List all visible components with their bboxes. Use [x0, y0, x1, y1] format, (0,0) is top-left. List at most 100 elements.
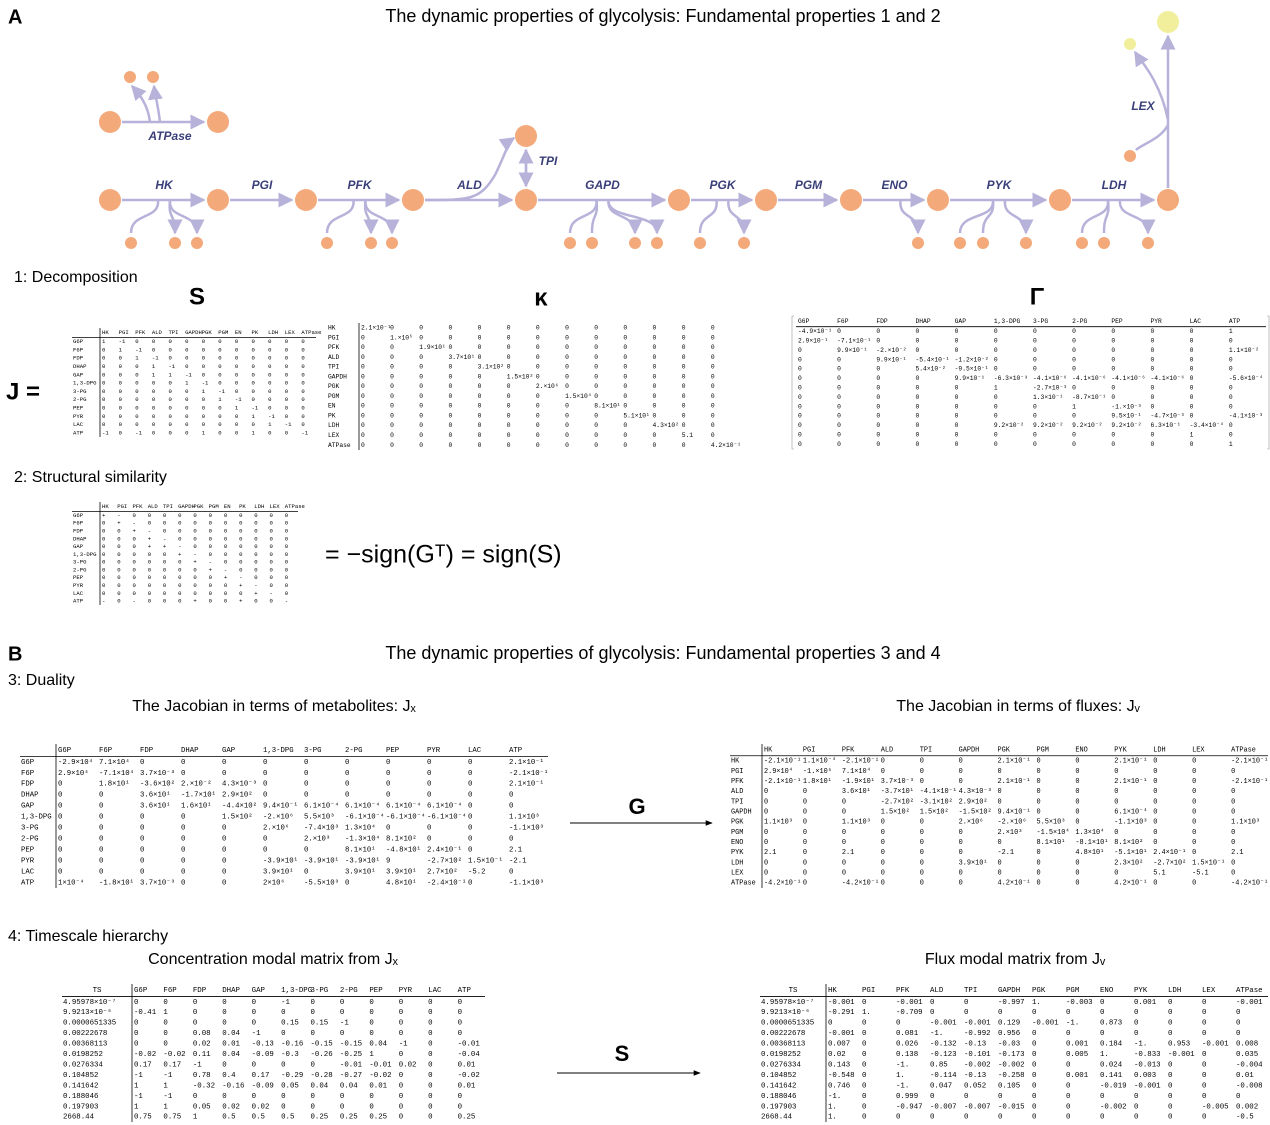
matrix-cell: 4.2×10⁻¹: [998, 880, 1031, 888]
matrix-cell: -: [209, 559, 212, 566]
matrix-cell: 1.5×10⁻¹: [468, 857, 503, 866]
matrix-cell: 0: [1100, 1030, 1104, 1038]
matrix-cell: -0.001: [930, 1020, 957, 1028]
enzyme-label: ALD: [456, 178, 482, 192]
matrix-cell: 0: [1066, 1009, 1070, 1017]
matrix-cell: -1: [252, 1030, 261, 1038]
matrix-cell: 0: [134, 999, 138, 1007]
matrix-cell: 2.7×10²: [427, 867, 458, 876]
enzyme-label: TPI: [539, 154, 558, 168]
column-header: DHAP: [181, 747, 199, 755]
matrix-cell: 0: [102, 404, 106, 411]
matrix-cell: 0: [711, 393, 715, 400]
matrix-cell: 0.75: [134, 1114, 152, 1122]
matrix-cell: 0: [152, 388, 156, 395]
matrix-cell: 0: [222, 879, 226, 887]
matrix-cell: 0: [345, 792, 349, 800]
matrix-cell: 0: [916, 441, 920, 448]
matrix-cell: 1: [185, 380, 189, 387]
matrix-cell: 0: [881, 859, 885, 867]
matrix-cell: 0: [178, 582, 182, 589]
matrix-cell: 0: [959, 870, 963, 878]
matrix-cell: 0.141: [1100, 1072, 1123, 1080]
matrix-cell: 0: [1111, 394, 1115, 401]
matrix-cell: 0: [252, 1093, 256, 1101]
matrix-cell: 1.: [1032, 999, 1041, 1007]
matrix-cell: -4.9×10⁻¹: [798, 328, 832, 335]
matrix-cell: 0: [448, 344, 452, 351]
matrix-cell: 0: [218, 363, 222, 370]
matrix-cell: 0: [132, 543, 136, 550]
matrix-cell: 8.1×10²: [386, 835, 417, 844]
matrix-cell: 0: [1111, 337, 1115, 344]
row-label: 2-PG: [21, 836, 39, 844]
matrix-cell: 0.746: [828, 1082, 850, 1090]
matrix-cell: 1: [163, 1082, 168, 1090]
matrix-cell: 0.035: [1236, 1051, 1258, 1059]
column-header: LEX: [270, 503, 281, 510]
matrix-cell: 0: [565, 383, 569, 390]
matrix-cell: 0: [390, 344, 394, 351]
matrix-cell: 0: [222, 999, 226, 1007]
matrix-cell: -0.16: [281, 1041, 303, 1049]
row-label: 0.00368113: [63, 1041, 107, 1049]
matrix-cell: 2.9×10²: [222, 791, 253, 800]
matrix-cell: 0: [711, 334, 715, 341]
matrix-cell: 0: [1151, 337, 1155, 344]
matrix-cell: 0: [268, 346, 272, 353]
matrix-cell: -4.4×10²: [222, 802, 257, 811]
matrix-cell: 0: [1151, 366, 1155, 373]
matrix-symbol: Γ: [1030, 283, 1045, 310]
matrix-cell: -0.019: [1100, 1082, 1127, 1090]
column-header: PGI: [117, 503, 127, 510]
matrix-cell: -0.16: [222, 1082, 244, 1090]
formula: = −sign(Gᵀ) = sign(S): [325, 541, 562, 569]
matrix-cell: 0: [1229, 432, 1233, 439]
matrix-cell: 0: [369, 1020, 373, 1028]
matrix-cell: 0: [361, 422, 365, 429]
matrix-cell: -7.1×10⁻¹: [837, 337, 871, 344]
matrix-cell: 0: [369, 1093, 373, 1101]
matrix-cell: 0: [390, 364, 394, 371]
matrix-cell: 0: [369, 1103, 373, 1111]
matrix-cell: -0.001: [1202, 1041, 1229, 1049]
row-label: PYR: [21, 858, 35, 866]
matrix-cell: -0.008: [1236, 1082, 1263, 1090]
matrix-cell: 0: [994, 328, 998, 335]
matrix-cell: 8.1×10²: [1114, 839, 1143, 847]
matrix-cell: 0: [916, 328, 920, 335]
matrix-cell: +: [254, 590, 258, 597]
matrix-cell: 0: [842, 829, 846, 837]
row-label: PEP: [21, 847, 34, 855]
matrix-cell: 1: [193, 1114, 198, 1122]
row-label: 0.197903: [63, 1103, 98, 1111]
matrix-cell: 0: [1100, 999, 1104, 1007]
metabolite-node: [402, 189, 424, 211]
column-header: ATP: [509, 747, 522, 755]
matrix-cell: 0: [102, 413, 106, 420]
matrix-cell: 0: [468, 759, 472, 767]
matrix-cell: 0: [478, 373, 482, 380]
matrix-cell: 0: [390, 325, 394, 332]
matrix-cell: 0: [862, 1072, 866, 1080]
matrix-cell: 0: [1153, 880, 1157, 888]
column-header: HK: [828, 987, 837, 995]
matrix-symbol: S: [189, 283, 205, 310]
matrix-cell: -9.5×10⁻¹: [955, 366, 989, 373]
matrix-cell: 0: [102, 559, 106, 566]
matrix-cell: 0: [193, 574, 197, 581]
side-edge: [1005, 200, 1026, 233]
matrix-cell: 9.9×10⁻¹: [955, 375, 985, 382]
matrix-cell: 0: [224, 598, 228, 605]
matrix-cell: 0: [1231, 798, 1235, 806]
matrix-cell: 2.1: [764, 849, 776, 857]
matrix-cell: 0: [1075, 809, 1079, 817]
column-header: ALD: [148, 503, 159, 510]
section-label: 2: Structural similarity: [14, 469, 167, 486]
matrix-cell: 0: [168, 355, 172, 362]
row-label: 2668.44: [761, 1114, 793, 1122]
matrix-cell: 0: [1192, 849, 1196, 857]
column-header: ATP: [1229, 318, 1241, 325]
row-label: ATP: [73, 598, 84, 605]
matrix-cell: 0: [623, 442, 627, 449]
